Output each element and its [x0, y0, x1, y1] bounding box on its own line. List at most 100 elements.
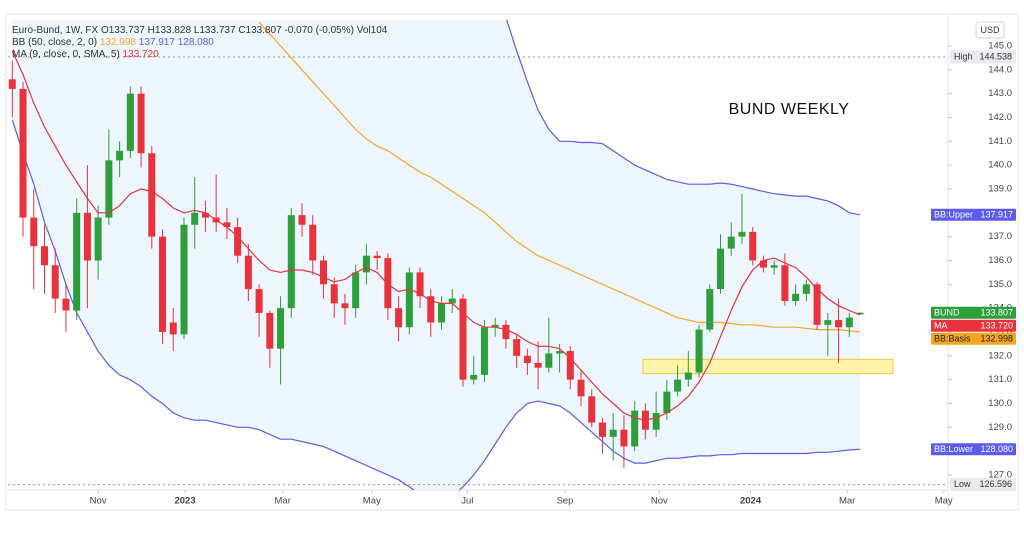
x-tick-label: Jul: [461, 496, 473, 507]
candle-body: [534, 362, 542, 368]
candle-body: [51, 265, 59, 299]
candle-body: [116, 150, 124, 161]
plot-area: [8, 20, 948, 490]
ohlc-open: O133.737: [101, 25, 145, 36]
change: -0.070 (-0.05%): [284, 25, 353, 36]
price-badge-value: 133.720: [980, 321, 1013, 331]
candle-body: [802, 284, 810, 294]
candle-body: [717, 248, 725, 290]
bb-name: BB (50, close, 2, 0): [12, 37, 97, 48]
candle-body: [588, 396, 596, 423]
candle-body: [792, 293, 800, 301]
y-tick-label: 142.0: [988, 112, 1012, 123]
candle-body: [663, 391, 671, 414]
symbol: Euro-Bund, 1W, FX: [12, 25, 98, 36]
ohlc-close: C133.807: [238, 25, 282, 36]
price-badge-value: 128.080: [980, 444, 1013, 454]
candle-body: [191, 212, 199, 225]
candle-body: [609, 429, 617, 437]
price-badge-label: BB:Lower: [934, 444, 973, 454]
candle-body: [749, 231, 757, 261]
price-badge: [931, 332, 1016, 345]
ma-name: MA (9, close, 0, SMA, 5): [12, 49, 120, 60]
y-tick-label: 127.0: [988, 470, 1012, 481]
price-badge-label: MA: [934, 321, 948, 331]
ohlc-low: L133.737: [194, 25, 236, 36]
price-badge-label: BUND: [934, 308, 960, 318]
extreme-value: 126.596: [979, 479, 1012, 489]
candle-body: [40, 246, 48, 266]
candle-body: [427, 296, 435, 323]
candle-body: [30, 217, 38, 247]
candle-body: [94, 217, 102, 261]
y-tick-label: 140.0: [988, 160, 1012, 171]
candle-body: [684, 372, 692, 380]
candle-body: [395, 308, 403, 328]
candle-body: [706, 289, 714, 330]
currency-box: [975, 21, 1005, 39]
legend-line-3: MA (9, close, 0, SMA, 5) 133.720: [12, 49, 159, 60]
candle-body: [577, 379, 585, 397]
extreme-badge: [950, 50, 1016, 64]
price-badge-label: BB:Upper: [934, 210, 973, 220]
overlay-line: [11, 50, 861, 421]
candle-body: [384, 258, 392, 309]
extreme-value: 144.538: [979, 51, 1012, 61]
candle-body: [470, 374, 478, 380]
candle-body: [598, 422, 606, 437]
price-badge-value: 133.807: [980, 308, 1013, 318]
candle-body: [223, 222, 231, 228]
candle-body: [309, 224, 317, 261]
candle-body: [266, 312, 274, 349]
support-zone: [642, 358, 894, 375]
candle-body: [845, 317, 853, 328]
candle-body: [759, 260, 767, 268]
price-badge: [931, 443, 1016, 456]
candle-body: [126, 93, 134, 151]
candle-body: [330, 284, 338, 304]
overlay-line: [506, 20, 861, 216]
axes: 127.0128.0129.0130.0131.0132.0133.0134.0…: [90, 40, 1016, 507]
candle-body: [674, 379, 682, 392]
candle-body: [856, 312, 864, 315]
x-tick-label: May: [935, 496, 953, 507]
candle-body: [287, 215, 295, 309]
bb-lower-value: 128.080: [178, 37, 215, 48]
candle-body: [502, 324, 510, 340]
candle-body: [448, 298, 456, 304]
x-tick-label: Mar: [839, 496, 855, 507]
candle-body: [180, 224, 188, 335]
candle-body: [352, 272, 360, 309]
overlay-line: [11, 119, 861, 490]
y-tick-label: 135.0: [988, 279, 1012, 290]
price-badge-label: BB:Basis: [934, 334, 971, 344]
candle-body: [513, 339, 521, 356]
overlay-line: [258, 21, 861, 333]
price-badge-value: 132.998: [980, 334, 1013, 344]
candle-body: [523, 355, 531, 363]
candle-body: [480, 327, 488, 375]
extreme-badge: [950, 478, 1016, 492]
x-tick-label: Nov: [651, 496, 668, 507]
candle-body: [416, 272, 424, 297]
candle-body: [738, 231, 746, 237]
candle-body: [545, 353, 553, 368]
candle-body: [813, 284, 821, 325]
candle-body: [19, 88, 27, 218]
y-tick-label: 129.0: [988, 422, 1012, 433]
bb-upper-value: 137.917: [139, 37, 176, 48]
candle-body: [319, 260, 327, 285]
candle-body: [201, 212, 209, 218]
candle-body: [727, 236, 735, 249]
extreme-label: Low: [954, 479, 971, 489]
candle-body: [62, 298, 70, 311]
candle-body: [362, 255, 370, 273]
x-tick-label: Sep: [556, 496, 573, 507]
candle-body: [695, 329, 703, 373]
candle-body: [373, 255, 381, 259]
y-tick-label: 137.0: [988, 231, 1012, 242]
volume: Vol104: [357, 25, 388, 36]
x-tick-label: Nov: [90, 496, 107, 507]
